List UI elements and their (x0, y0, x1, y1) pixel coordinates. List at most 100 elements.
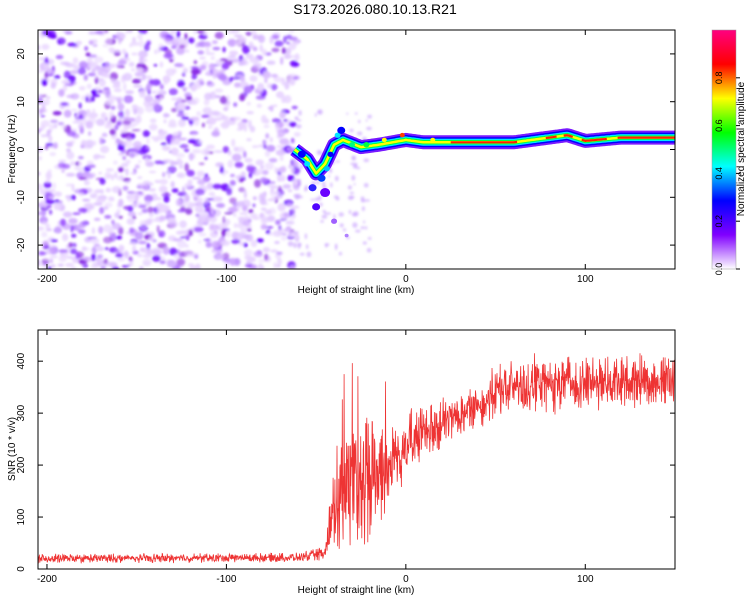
noise-blob (242, 219, 251, 226)
noise-blob (148, 236, 153, 241)
noise-blob (233, 222, 238, 229)
noise-blob (236, 216, 244, 221)
noise-blob (72, 57, 79, 65)
noise-blob (139, 265, 144, 269)
noise-blob (132, 78, 141, 84)
noise-blob (283, 54, 292, 59)
noise-blob (280, 236, 287, 241)
noise-blob (58, 249, 68, 254)
noise-blob (115, 62, 123, 68)
noise-blob (45, 192, 55, 200)
noise-blob (135, 232, 144, 240)
noise-blob (271, 83, 278, 91)
noise-blob (57, 263, 64, 267)
noise-blob (325, 212, 332, 215)
noise-blob (41, 221, 48, 225)
noise-blob (200, 64, 207, 71)
noise-blob (137, 253, 143, 258)
noise-blob (287, 241, 294, 247)
noise-blob (124, 206, 134, 211)
noise-blob (93, 202, 103, 206)
noise-blob (182, 88, 187, 92)
noise-blob (132, 215, 136, 220)
noise-blob (322, 210, 326, 213)
noise-blob (46, 58, 55, 65)
noise-blob (71, 242, 77, 248)
noise-blob (248, 163, 255, 167)
noise-blob (264, 162, 275, 170)
noise-blob (269, 35, 274, 45)
noise-blob (173, 253, 179, 259)
noise-blob (137, 176, 143, 180)
noise-blob (159, 95, 164, 101)
noise-blob (267, 183, 274, 188)
noise-blob (45, 199, 56, 205)
noise-blob (83, 74, 89, 81)
noise-blob (95, 197, 106, 203)
noise-blob (53, 191, 63, 197)
noise-blob (268, 232, 273, 236)
noise-blob (169, 247, 178, 256)
noise-blob (43, 181, 52, 189)
noise-blob (348, 195, 355, 199)
spectral-ridge (289, 126, 675, 238)
noise-blob (66, 195, 72, 199)
noise-blob (65, 183, 74, 187)
noise-blob (198, 232, 207, 237)
noise-blob (293, 242, 297, 249)
noise-blob (318, 150, 322, 155)
noise-blob (62, 211, 73, 218)
noise-blob (286, 147, 291, 151)
noise-blob (212, 40, 218, 44)
noise-blob (63, 235, 68, 239)
noise-blob (190, 68, 201, 75)
y-tick-label: 400 (16, 352, 27, 369)
noise-blob (163, 112, 169, 118)
ridge-spot (312, 203, 321, 211)
noise-blob (78, 61, 88, 69)
noise-blob (117, 103, 125, 111)
noise-blob (70, 194, 76, 201)
noise-blob (242, 46, 250, 55)
noise-blob (226, 187, 233, 196)
noise-blob (127, 211, 136, 217)
noise-blob (230, 173, 235, 178)
noise-blob (250, 258, 256, 262)
snr-y-ticks: 0 100 200 300 400 (16, 352, 675, 572)
noise-blob (125, 90, 134, 95)
noise-blob (246, 164, 254, 173)
noise-blob (103, 64, 112, 73)
noise-blob (206, 117, 217, 125)
noise-blob (254, 169, 264, 175)
noise-blob (261, 215, 268, 223)
noise-blob (122, 72, 133, 81)
snr-background (38, 330, 675, 569)
noise-blob (184, 183, 191, 187)
noise-blob (118, 110, 125, 119)
noise-blob (362, 241, 367, 245)
noise-blob (234, 175, 245, 179)
y-tick-label: 100 (16, 508, 27, 525)
noise-blob (43, 98, 50, 106)
noise-blob (233, 102, 238, 107)
noise-blob (270, 249, 279, 253)
noise-blob (123, 169, 128, 172)
noise-blob (194, 254, 199, 259)
noise-blob (50, 82, 56, 89)
noise-blob (146, 40, 151, 46)
noise-blob (103, 74, 111, 78)
noise-blob (203, 31, 208, 36)
y-tick-label: 10 (16, 96, 27, 108)
noise-blob (90, 264, 99, 269)
noise-blob (165, 68, 176, 77)
noise-blob (38, 128, 41, 134)
noise-blob (182, 186, 186, 195)
noise-blob (273, 262, 277, 269)
noise-blob (125, 159, 131, 164)
noise-blob (122, 140, 133, 148)
noise-blob (238, 178, 244, 183)
noise-blob (38, 149, 43, 153)
noise-blob (346, 112, 349, 115)
noise-blob (138, 50, 148, 58)
noise-blob (243, 190, 247, 199)
